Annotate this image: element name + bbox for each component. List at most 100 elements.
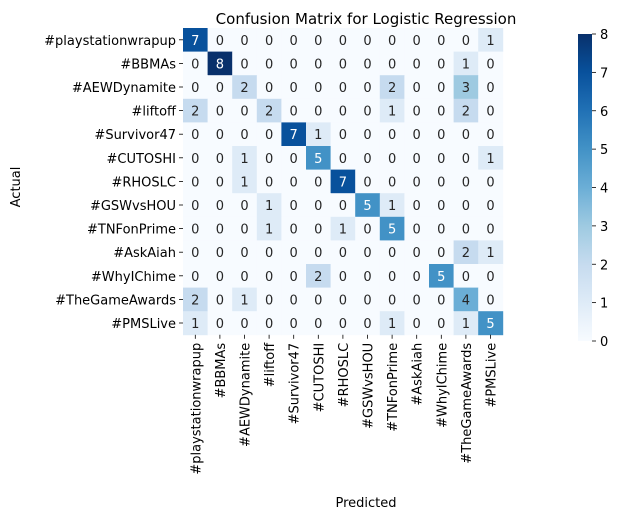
cell-value-label: 0 [363,105,371,120]
x-tick-label: #TheGameAwards [460,343,475,464]
cell-value-label: 1 [265,223,273,238]
x-tick-label: #BBMAs [214,343,229,399]
heatmap-cell [429,146,454,170]
heatmap-cell [453,240,479,265]
heatmap-cell [429,169,454,194]
x-tick-label: #AEWDynamite [239,343,254,447]
cell-value-label: 0 [363,128,371,143]
heatmap-cell [429,240,454,265]
heatmap-cell-labels: 7 0 0 0 0 0 0 0 0 0 0 0 1 0 8 0 0 0 0 0 0 0 0 0 1 0 0 0 2 0 0 0 0 0 2 0 0 3 0 2… [191,34,494,332]
cell-value-label: 0 [413,175,421,190]
heatmap-cell [404,193,430,218]
cell-value-label: 0 [216,34,224,49]
heatmap-cell [478,311,504,336]
heatmap-cell [355,146,381,170]
cell-value-label: 0 [363,57,371,72]
heatmap-cell [256,216,282,241]
heatmap-cell [355,216,381,241]
y-tick-label: #GSWvsHOU [90,199,176,214]
heatmap-cell [355,240,381,265]
cell-value-label: 1 [265,199,273,214]
heatmap-cell [453,216,479,241]
heatmap-cell [453,311,479,336]
heatmap-cell [453,264,479,288]
x-tick-label: #liftoff [263,342,278,388]
heatmap-cell [330,311,356,336]
heatmap-cell [183,98,208,123]
heatmap-cell [453,28,479,52]
heatmap-cell [453,146,479,170]
cell-value-label: 0 [437,152,445,167]
cell-value-label: 0 [216,223,224,238]
heatmap-cell [404,75,430,100]
cell-value-label: 0 [265,34,273,49]
cell-value-label: 0 [437,317,445,332]
colorbar [578,34,592,341]
heatmap-cell [232,98,258,123]
heatmap-cell [355,311,381,336]
cell-value-label: 0 [290,317,298,332]
cell-value-label: 0 [462,270,470,285]
heatmap-cell [232,216,258,241]
cell-value-label: 0 [314,175,322,190]
heatmap-cell [453,51,479,76]
heatmap-cell [478,28,504,52]
heatmap-cell [256,51,282,76]
heatmap-cell [404,264,430,288]
y-tick-label: #PMSLive [111,317,176,332]
heatmap-cell [330,169,356,194]
cell-value-label: 4 [462,293,470,308]
cell-value-label: 0 [388,293,396,308]
cell-value-label: 0 [363,175,371,190]
x-axis-ticks: #playstationwrapup #BBMAs #AEWDynamite #lif… [189,334,500,475]
heatmap-cell [207,28,233,52]
x-tick-label: #playstationwrapup [189,343,204,475]
heatmap-cell [404,51,430,76]
cell-value-label: 0 [339,270,347,285]
cell-value-label: 0 [413,128,421,143]
heatmap-cell [281,216,307,241]
heatmap-cell [256,193,282,218]
heatmap-cell [232,311,258,336]
cell-value-label: 2 [314,270,322,285]
heatmap-cell [232,51,258,76]
cell-value-label: 0 [413,199,421,214]
heatmap-cell [306,122,331,147]
cell-value-label: 0 [413,81,421,96]
heatmap-cell [232,264,258,288]
cell-value-label: 0 [265,317,273,332]
cell-value-label: 2 [240,81,248,96]
heatmap-cell [183,240,208,265]
colorbar-tick-label: 7 [600,66,608,81]
heatmap-cell [306,287,331,312]
heatmap-cell [330,216,356,241]
cell-value-label: 2 [191,105,199,120]
cell-value-label: 0 [216,175,224,190]
cell-value-label: 0 [339,34,347,49]
heatmap-cell [330,264,356,288]
heatmap-cell [355,169,381,194]
cell-value-label: 0 [240,199,248,214]
cell-value-label: 0 [240,223,248,238]
cell-value-label: 0 [240,246,248,261]
cell-value-label: 0 [437,246,445,261]
cell-value-label: 0 [191,270,199,285]
cell-value-label: 1 [462,317,470,332]
heatmap-cell [478,287,504,312]
heatmap-cell [281,240,307,265]
heatmap-cell [256,122,282,147]
cell-value-label: 0 [339,57,347,72]
y-tick-label: #RHOSLC [111,175,176,190]
heatmap-cell [379,28,405,52]
cell-value-label: 2 [191,293,199,308]
cell-value-label: 1 [191,317,199,332]
cell-value-label: 0 [486,223,494,238]
cell-value-label: 0 [413,34,421,49]
cell-value-label: 0 [191,152,199,167]
cell-value-label: 0 [240,128,248,143]
heatmap-cell [379,193,405,218]
heatmap-cell [207,216,233,241]
cell-value-label: 0 [413,293,421,308]
heatmap-cell [379,311,405,336]
heatmap-cell [355,75,381,100]
